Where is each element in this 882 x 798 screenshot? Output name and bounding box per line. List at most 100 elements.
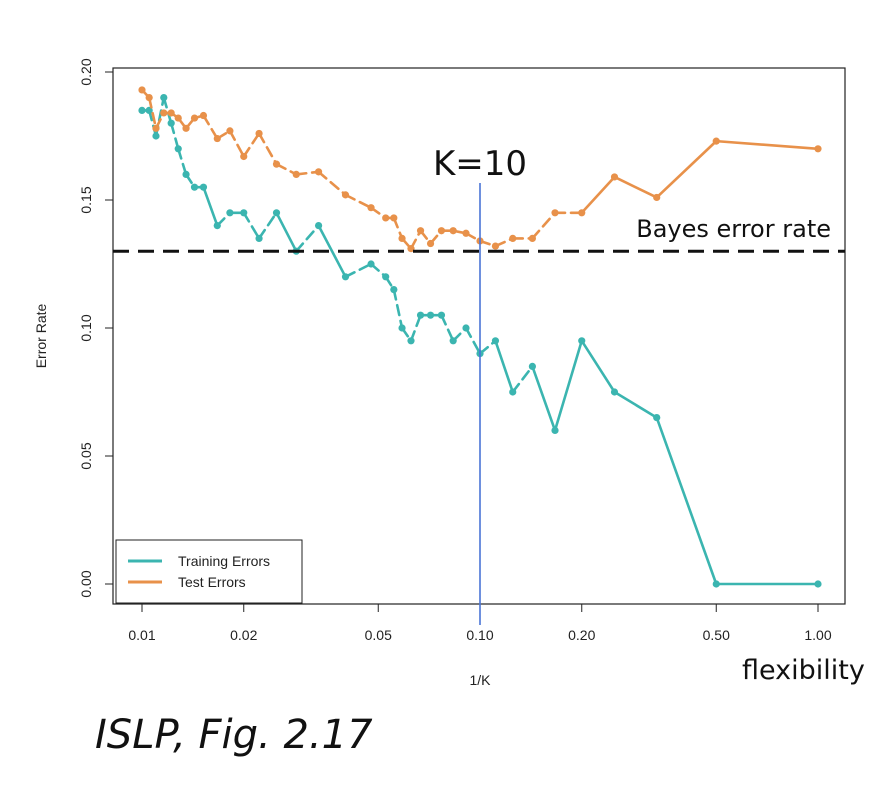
data-point xyxy=(528,362,537,370)
series-segment xyxy=(202,114,219,140)
figure-caption: ISLP, Fig. 2.17 xyxy=(95,712,373,758)
series-training-errors xyxy=(138,94,822,588)
data-point xyxy=(174,114,182,122)
data-point xyxy=(314,222,323,230)
series-segment xyxy=(257,132,278,166)
flexibility-label: flexibility xyxy=(742,655,865,686)
data-point xyxy=(578,209,586,217)
data-point xyxy=(138,106,146,114)
legend-entry: Test Errors xyxy=(178,574,246,590)
data-point xyxy=(551,426,559,434)
k10-label: K=10 xyxy=(433,144,527,184)
data-point xyxy=(255,234,263,242)
reference-lines: Bayes error rate K=10 xyxy=(113,144,845,625)
series-segment xyxy=(580,339,616,394)
series-segment xyxy=(655,416,718,586)
data-point xyxy=(341,273,350,281)
data-point xyxy=(407,337,415,345)
data-point xyxy=(382,273,390,281)
y-axis-label: Error Rate xyxy=(33,304,49,369)
data-point xyxy=(528,234,537,242)
data-point xyxy=(509,234,517,242)
data-point xyxy=(213,134,221,143)
series-segment xyxy=(392,216,404,240)
data-point xyxy=(167,119,175,127)
series-segment xyxy=(440,313,455,343)
axes: 0.01 0.02 0.05 0.10 0.20 0.50 1.00 0.00 0.05 0.10… xyxy=(78,58,832,643)
x-axis-label: 1/K xyxy=(469,672,491,688)
y-tick-label: 0.15 xyxy=(78,186,94,213)
data-point xyxy=(213,222,221,230)
bayes-error-label: Bayes error rate xyxy=(636,215,831,243)
series-segment xyxy=(162,96,173,125)
legend: Training Errors Test Errors xyxy=(115,539,303,604)
series-segment xyxy=(294,170,320,176)
data-point xyxy=(199,183,208,191)
series-segment xyxy=(409,313,422,343)
series-segment xyxy=(580,175,616,215)
series-segment xyxy=(257,211,278,240)
series-segment xyxy=(494,339,515,394)
x-tick-label: 0.05 xyxy=(365,627,392,643)
data-point xyxy=(437,311,446,319)
data-point xyxy=(199,111,208,120)
series-segment xyxy=(655,139,718,199)
series-segment xyxy=(714,139,820,151)
data-point xyxy=(712,580,720,588)
data-point xyxy=(138,86,146,94)
x-tick-label: 1.00 xyxy=(804,627,831,643)
data-point xyxy=(190,114,199,122)
data-point xyxy=(491,337,500,345)
data-point xyxy=(814,580,822,588)
series-segment xyxy=(531,211,557,240)
data-point xyxy=(653,414,661,422)
data-point xyxy=(462,229,470,237)
data-point xyxy=(226,209,234,217)
data-point xyxy=(814,145,822,153)
data-point xyxy=(491,242,500,250)
series-segment xyxy=(275,162,298,176)
y-tick-label: 0.00 xyxy=(78,570,94,597)
data-point xyxy=(610,173,619,181)
data-point xyxy=(407,245,415,253)
data-point xyxy=(398,324,406,332)
series-segment xyxy=(294,224,320,253)
data-point xyxy=(226,127,234,135)
legend-box xyxy=(115,539,303,604)
x-tick-label: 0.02 xyxy=(230,627,257,643)
series-segment xyxy=(531,365,557,432)
series-segment xyxy=(169,121,180,151)
data-point xyxy=(145,94,153,102)
data-point xyxy=(416,227,425,235)
data-point xyxy=(509,388,517,396)
series-segment xyxy=(317,170,347,197)
data-point xyxy=(390,214,398,222)
data-point xyxy=(160,94,168,102)
data-point xyxy=(426,311,435,319)
data-point xyxy=(712,137,720,145)
data-point xyxy=(416,311,425,319)
x-tick-label: 0.20 xyxy=(568,627,595,643)
data-point xyxy=(272,160,281,168)
series-segment xyxy=(242,211,261,240)
data-point xyxy=(240,209,248,217)
data-point xyxy=(449,227,457,235)
data-point xyxy=(190,183,199,191)
data-point xyxy=(152,124,160,132)
data-point xyxy=(341,191,350,199)
y-tick-label: 0.10 xyxy=(78,314,94,341)
series-test-errors xyxy=(138,86,822,253)
data-point xyxy=(610,388,619,396)
series-layer xyxy=(138,86,822,588)
data-point xyxy=(462,324,470,332)
data-point xyxy=(449,337,457,345)
series-segment xyxy=(228,129,246,158)
data-point xyxy=(255,129,263,138)
data-point xyxy=(167,109,175,117)
data-point xyxy=(314,168,323,176)
series-segment xyxy=(202,185,219,227)
data-point xyxy=(382,214,390,222)
data-point xyxy=(398,234,406,242)
data-point xyxy=(426,239,435,248)
series-segment xyxy=(553,339,584,432)
